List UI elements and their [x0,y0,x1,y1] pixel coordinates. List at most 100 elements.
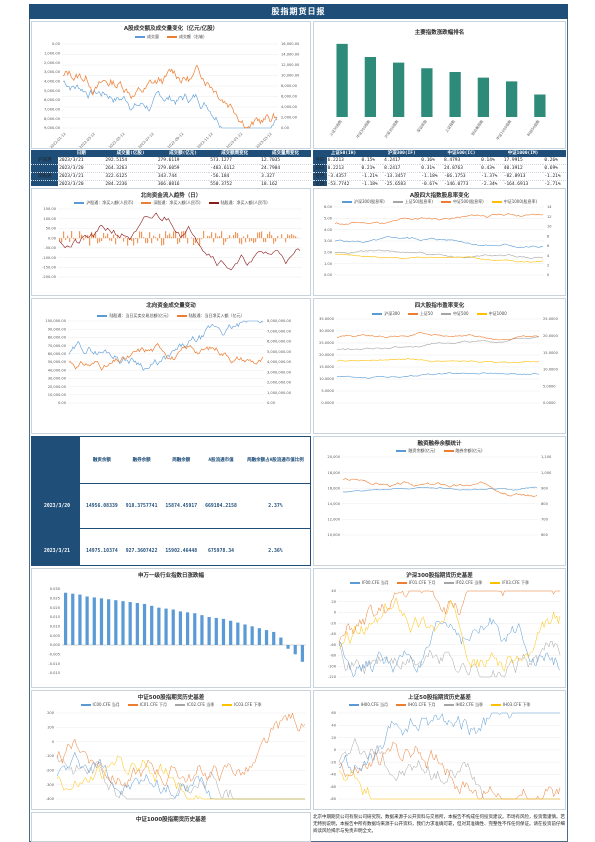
north-flow-bar [83,238,85,241]
legend: 沪深300(股息率) 上证50(股息率) 中证500(股息率) 中证1000(股息率) [314,199,565,205]
north-flow-bar [263,238,265,243]
yleft-tick-label: 10,000 [327,533,340,537]
turnover-chart-title: A股成交额及成交量变化（亿元/亿股） [123,26,219,32]
yright-tick-label: 900 [541,486,549,490]
north-flow-bar [69,238,71,242]
yleft-tick-label: 10.0000 [319,377,335,381]
north-flow-bar [139,231,141,239]
yright-tick-label: 1,000,000.00 [267,391,292,395]
sector-bar [214,617,218,645]
yright-tick-label: 0.00 [281,126,290,130]
table-cell: 322.6125 [104,172,157,181]
basis-line [56,712,306,788]
north-flow-bar [241,238,243,245]
zz500-basis-panel: 中证500股指期货历史基差 200 100 0 -100 -200 -300 -400 IC0… [31,690,311,810]
legend-swatch [407,313,418,315]
yleft-tick-label: 30.0000 [319,329,335,333]
legend-swatch [141,202,152,204]
yleft-tick-label: 100,000.00 [45,319,66,323]
y-tick-label: 100 [47,726,55,730]
table-cell: -13.3457 [383,172,421,181]
y-tick-label: 0.025 [50,597,60,601]
y-tick-label: -300 [46,783,55,787]
margin-table-panel: 融资余额 融券余额 两融余额 A股流通市值 两融余额占A股流通市值比例 2023/3/20… [31,436,311,566]
north-flow-panel: 北向资金流入趋势（日） 150.00 100.00 50.00 0.00 -50.00 -… [31,188,311,296]
table-header-cell [313,150,327,157]
table-cell: 675978.34 [201,528,241,565]
north-flow-bar [79,231,81,239]
yleft-tick-label: 5.00 [324,217,333,221]
yright-tick-label: 5,000,000.00 [267,350,292,354]
north-flow-bar [235,231,237,239]
table-row: 2023/3/20 14956.08339 918.3757741 15874.459… [32,483,310,529]
table-cell: 6.2213 [326,157,361,165]
yleft-tick-label: 20,000.00 [48,385,67,389]
legend-label: IF03.CFE 下季 [502,580,529,585]
table-row: 前日 0.2213 0.21% 8.2417 0.31% 24.8763 0.43% 40.3… [313,164,566,173]
legend-item: 中证1000 [476,311,507,316]
legend-swatch [443,450,454,452]
index-category-label: 沪深300指数 [383,118,400,139]
yleft-tick-label: 12,000 [327,518,340,522]
north-flow-bar [105,236,107,239]
index-category-label: 科创50指数 [526,118,541,137]
legend: 融资余额(亿元) 融券余额(亿元) [314,448,565,454]
basis-line [338,741,561,800]
sector-bar [142,603,147,645]
north-flow-bar [89,238,91,246]
legend-swatch [175,704,185,706]
zz1000-basis-panel: 中证1000股指期货历史基差 [31,812,311,842]
legend-label: 中证500(股息率) [452,199,484,204]
north-flow-bar [261,231,263,239]
north-flow-bar [85,236,87,239]
sector-bar [300,645,305,662]
north-flow-bar [215,233,217,239]
yleft-tick-label: 0.0000 [321,401,334,405]
pe-hs300-line [336,372,540,379]
table-cell: 0.15% [360,157,384,165]
table-cell: 今日 [313,157,327,165]
north-flow-bar [251,238,253,241]
legend-swatch [392,201,403,203]
north-flow-line [58,212,301,271]
sector-bar [229,620,233,645]
table-cell: 2023/3/21 [58,157,105,165]
table-row: 2023/3/21 14975.10374 927.3607422 15902.464… [32,528,310,565]
legend-swatch [372,313,383,315]
yleft-tick-label: 60,000.00 [48,352,67,356]
index-bar [364,57,377,117]
north-total-line [68,320,264,371]
index-category-label: 上证50指数 [328,118,343,137]
yright-tick-label: 6 [547,244,550,248]
table-cell: 12.7035 [260,157,311,165]
y-tick-label: 0.005 [50,634,60,638]
north-flow-bar [289,235,291,239]
north-flow-bar [109,238,111,241]
yright-tick-label: 7,000,000.00 [267,329,292,333]
p-ashare-svg: 6.00 5.00 4.00 3.00 2.00 1.00 0.00 14 12 10 8 6 4 2 0 [324,205,552,277]
yright-tick-label: 700 [541,518,549,522]
yleft-tick-label: 70,000.00 [48,344,67,348]
index-category-label: 创业板指数 [470,118,485,136]
table-cell: -1.18% [420,172,443,181]
legend-swatch [443,704,454,706]
north-flow-bar [295,236,297,239]
north-flow-bar [213,238,215,243]
turnover-line [62,64,278,129]
index-change-panel: 主要指数涨跌幅排名 上证50指数 中证500指数 沪深300指数 深证成指 上证指数 创业… [313,21,566,149]
table-row: 沪深港 2023/3/21 292.5154 279.6119 573.1277 12.7… [31,157,311,165]
p-pe-svg: 35.0000 30.0000 25.0000 20.0000 15.0000 10.00… [319,317,558,405]
y-tick-label: -200 [46,769,55,773]
y-tick-label: 0.020 [50,606,61,610]
basis-line [338,769,560,800]
yright-tick-label: 5.0000 [543,384,556,388]
table-row: 2023/3/20 264.3263 279.6059 -483.6112 24.798… [31,164,311,173]
yright-tick-label: 4,000,000.00 [267,360,292,364]
table-cell: -1.18% [360,180,384,186]
index-change-title: 主要指数涨跌幅排名 [414,30,465,36]
yleft-tick-label: 35.0000 [319,317,335,321]
north-flow-bar [257,232,259,239]
north-flow-bar [181,231,183,239]
table-cell: 0.69% [543,164,566,173]
y-tick-label: 0.00 [48,236,57,240]
